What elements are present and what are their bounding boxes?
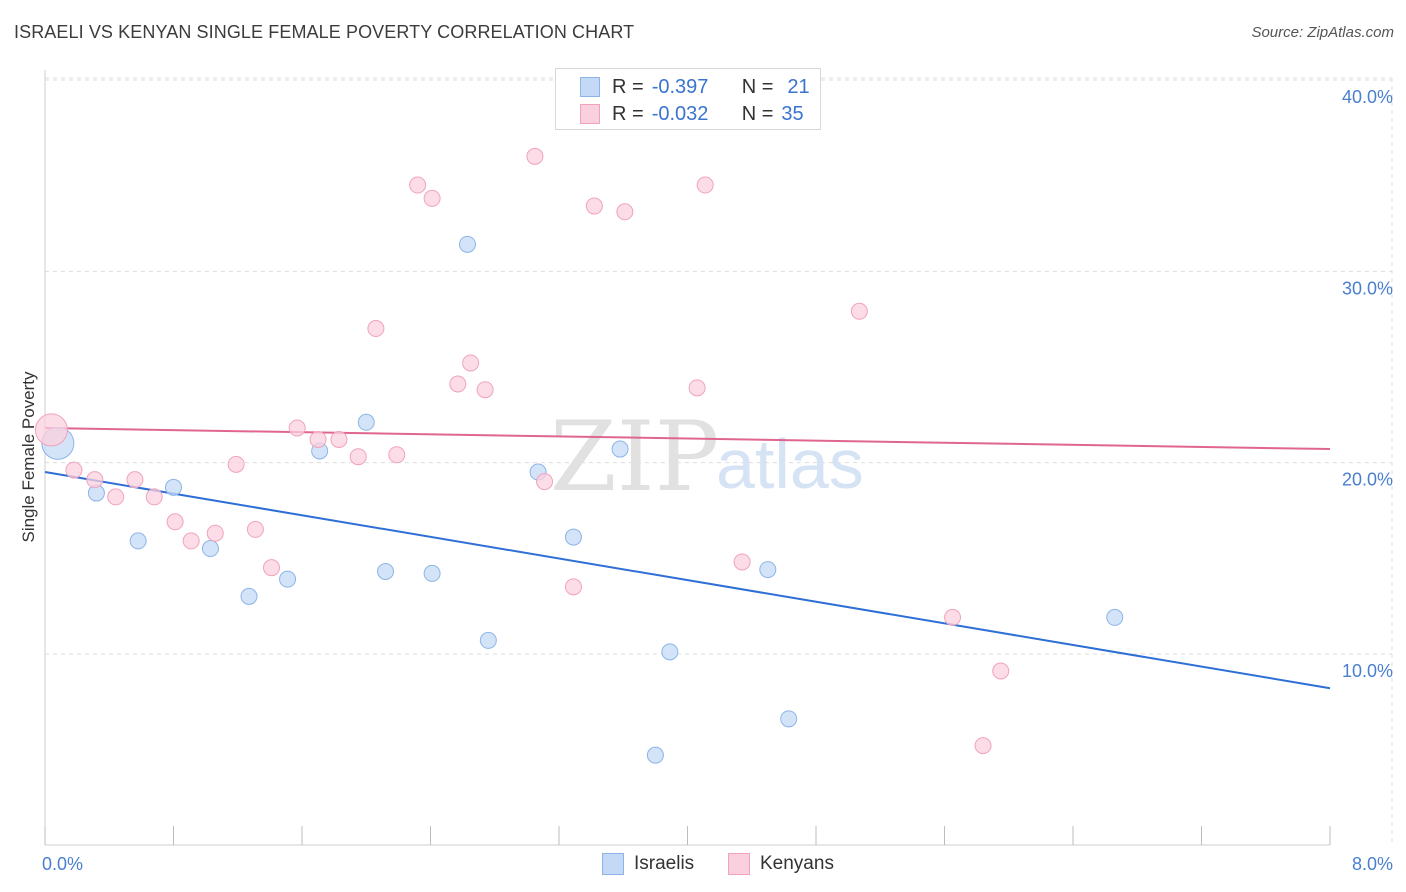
israelis-point [759, 561, 777, 579]
x-tick-label-max: 8.0% [1352, 854, 1393, 874]
israelis-point [479, 631, 497, 649]
israelis-point [458, 235, 476, 253]
israelis-point [780, 710, 798, 728]
kenyans-point [536, 473, 554, 491]
points-layer [34, 147, 1124, 764]
kenyans-point [688, 379, 706, 397]
y-tick-label: 40.0% [1342, 87, 1393, 107]
kenyans-point [526, 147, 544, 165]
kenyans-point [367, 320, 385, 338]
israelis-point [165, 478, 182, 496]
kenyans-point [564, 578, 582, 596]
kenyans-point [733, 553, 751, 571]
kenyans-point [850, 302, 868, 320]
kenyans-point [227, 455, 245, 473]
israelis-point [564, 528, 582, 546]
kenyans-point [449, 375, 467, 393]
bottom-kenyans-label: Kenyans [760, 853, 834, 874]
kenyans-point [65, 461, 83, 479]
chart-title: ISRAELI VS KENYAN SINGLE FEMALE POVERTY … [14, 22, 635, 42]
israelis-trend-line [44, 471, 1331, 690]
israelis-point [661, 643, 679, 661]
israelis-point [240, 587, 258, 605]
watermark-zip: ZIP [550, 401, 719, 513]
kenyans-point [974, 737, 992, 755]
kenyans-point [309, 430, 327, 448]
kenyans-point [696, 176, 714, 194]
israelis-point [201, 540, 219, 558]
kenyans-point [330, 430, 348, 448]
trend-layer [44, 427, 1331, 690]
kenyans-point [423, 189, 441, 207]
israelis-point [646, 746, 664, 764]
bottom-legend-israelis: Israelis [602, 852, 694, 876]
israelis-point [1106, 608, 1124, 626]
kenyans-r-label: R = [612, 102, 644, 125]
kenyans-point [476, 381, 494, 399]
bottom-israelis-label: Israelis [634, 853, 695, 874]
watermark: ZIP atlas [550, 401, 864, 513]
kenyans-point [166, 513, 184, 531]
legend-row-israelis: R = -0.397 N = 21 [580, 74, 810, 100]
kenyans-point [388, 446, 406, 464]
y-axis-label: Single Female Poverty [19, 371, 38, 543]
y-tick-label: 10.0% [1342, 661, 1393, 681]
kenyans-swatch [580, 104, 600, 124]
kenyans-n-label: N = [741, 102, 774, 125]
bottom-legend-kenyans: Kenyans [728, 852, 834, 876]
kenyans-point [262, 559, 280, 577]
israelis-swatch [580, 77, 600, 97]
kenyans-point [206, 524, 224, 542]
y-tick-label: 30.0% [1342, 278, 1393, 298]
x-tick-label-min: 0.0% [42, 854, 83, 874]
israelis-point [357, 413, 375, 431]
kenyans-point [145, 488, 163, 506]
kenyans-point [462, 354, 480, 372]
kenyans-point [349, 448, 367, 466]
israelis-n-label: N = [741, 75, 774, 98]
kenyans-point [944, 608, 962, 626]
israelis-point [423, 564, 441, 582]
kenyans-point [409, 176, 427, 194]
israelis-r-value: -0.397 [651, 75, 709, 98]
israelis-point [377, 563, 395, 581]
kenyans-point [288, 419, 306, 437]
kenyans-point [992, 662, 1010, 680]
kenyans-point [182, 532, 200, 550]
source-label: Source: ZipAtlas.com [1251, 24, 1394, 41]
legend-row-kenyans: R = -0.032 N = 35 [580, 101, 804, 127]
bottom-israelis-swatch [602, 853, 624, 875]
watermark-atlas: atlas [716, 425, 864, 503]
israelis-r-label: R = [612, 75, 644, 98]
kenyans-point [616, 203, 634, 221]
kenyans-point [86, 471, 104, 489]
kenyans-point [246, 520, 264, 538]
kenyans-n-value: 35 [781, 102, 804, 125]
kenyans-point [585, 197, 603, 215]
israelis-n-value: 21 [787, 75, 810, 98]
kenyans-point [34, 413, 68, 447]
kenyans-r-value: -0.032 [651, 102, 709, 125]
stats-legend: R = -0.397 N = 21 R = -0.032 N = 35 [555, 68, 821, 130]
israelis-point [611, 440, 629, 458]
axis-layer [44, 70, 1331, 846]
y-tick-label: 20.0% [1342, 470, 1393, 490]
israelis-point [129, 532, 147, 550]
label-layer: Single Female Poverty 10.0% 20.0% 30.0% 40.… [19, 87, 1393, 874]
kenyans-point [107, 488, 125, 506]
kenyans-trend-line [44, 427, 1331, 451]
israelis-point [279, 570, 297, 588]
kenyans-point [126, 471, 144, 489]
bottom-kenyans-swatch [728, 853, 750, 875]
